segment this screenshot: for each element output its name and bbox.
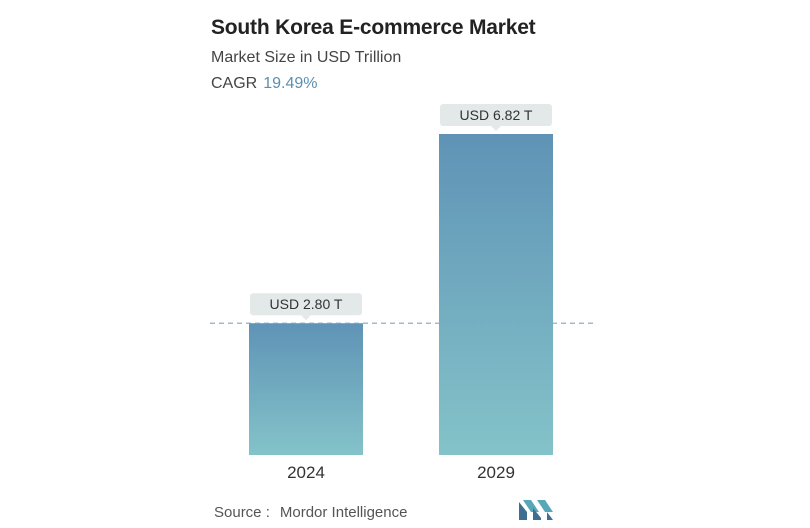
value-label-box-2029 xyxy=(440,104,552,126)
value-label-2029: USD 6.82 T xyxy=(460,107,533,123)
x-tick-label-2029: 2029 xyxy=(477,463,515,482)
mordor-intelligence-logo-icon xyxy=(519,500,553,520)
value-label-box-2024 xyxy=(250,293,362,316)
source-value: Mordor Intelligence xyxy=(279,504,408,521)
value-label-pointer-2024 xyxy=(301,315,311,321)
value-label-2024: USD 2.80 T xyxy=(270,296,343,312)
x-tick-label-2024: 2024 xyxy=(287,463,325,482)
source-label: Source : xyxy=(214,504,270,521)
cagr-row: CAGR 19.49% xyxy=(211,75,318,93)
cagr-value: 19.49% xyxy=(263,75,318,92)
bar-2024 xyxy=(249,323,363,455)
value-label-pointer-2029 xyxy=(491,126,501,131)
chart-subtitle: Market Size in USD Trillion xyxy=(211,49,402,66)
cagr-label: CAGR xyxy=(211,75,258,92)
source-row: Source : Mordor Intelligence xyxy=(214,504,407,521)
chart-title: South Korea E-commerce Market xyxy=(211,16,536,39)
bar-2029 xyxy=(439,134,553,455)
